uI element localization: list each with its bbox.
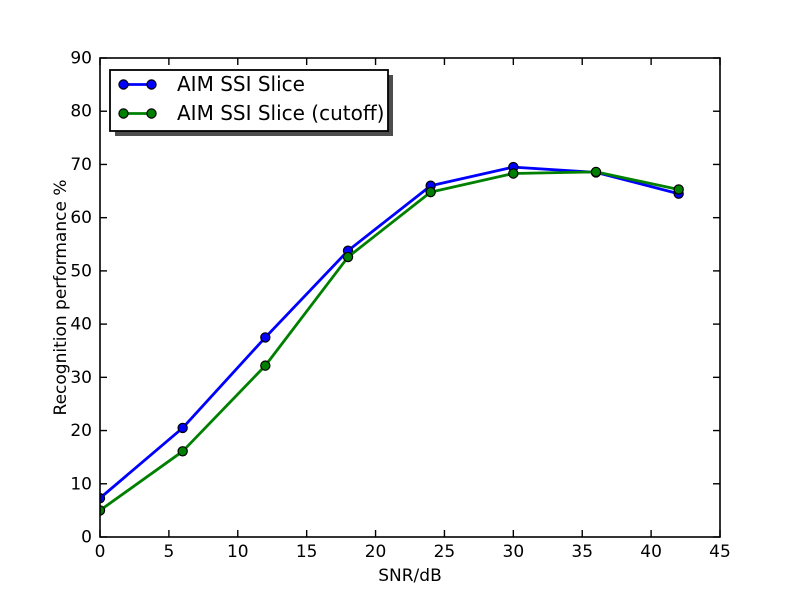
y-axis-label: Recognition performance % [51, 180, 71, 416]
y-tick-label: 20 [70, 421, 92, 441]
plot-frame [99, 57, 721, 538]
y-tick-label: 60 [70, 208, 92, 228]
data-point-marker [260, 360, 271, 371]
data-series [100, 161, 684, 516]
legend-marker-icon [146, 79, 157, 90]
y-tick-label: 40 [70, 315, 92, 335]
data-point-marker [673, 184, 684, 195]
y-tick-label: 70 [70, 155, 92, 175]
x-tick-label: 0 [95, 542, 106, 562]
legend-label: AIM SSI Slice (cutoff) [177, 101, 384, 125]
data-point-marker [177, 422, 188, 434]
y-tick-label: 10 [70, 474, 92, 494]
data-point-marker [177, 446, 188, 457]
y-tick-label: 30 [70, 368, 92, 388]
legend-label: AIM SSI Slice [177, 72, 305, 96]
y-tick-label: 90 [70, 49, 92, 69]
x-tick-label: 40 [640, 542, 662, 562]
tick-labels: 0 5 10 15 20 25 30 35 40 45 0 10 20 30 40 50 60 70 80 90 [70, 49, 730, 563]
x-tick-label: 10 [227, 542, 249, 562]
legend-marker-icon [146, 108, 157, 119]
x-tick-label: 25 [434, 542, 456, 562]
legend-box [109, 69, 389, 132]
data-point-marker [508, 168, 519, 179]
x-tick-label: 45 [709, 542, 731, 562]
legend: AIM SSI Slice AIM SSI Slice (cutoff) [109, 69, 393, 136]
y-tick-label: 50 [70, 261, 92, 281]
legend-item: AIM SSI Slice [118, 72, 305, 96]
series-line-1 [100, 170, 679, 512]
legend-marker-icon [118, 79, 129, 90]
x-tick-label: 20 [365, 542, 387, 562]
legend-item: AIM SSI Slice (cutoff) [118, 101, 384, 125]
data-point-marker [260, 332, 271, 343]
x-tick-label: 15 [296, 542, 318, 562]
x-tick-label: 35 [571, 542, 593, 562]
y-tick-label: 80 [70, 102, 92, 122]
data-point-marker [590, 166, 602, 178]
x-tick-label: 5 [163, 542, 174, 562]
data-point-marker [342, 251, 354, 263]
x-axis-label: SNR/dB [378, 566, 442, 586]
x-tick-label: 30 [503, 542, 525, 562]
data-point-marker [425, 186, 436, 198]
legend-marker-icon [118, 108, 129, 119]
y-tick-label: 0 [81, 528, 92, 548]
